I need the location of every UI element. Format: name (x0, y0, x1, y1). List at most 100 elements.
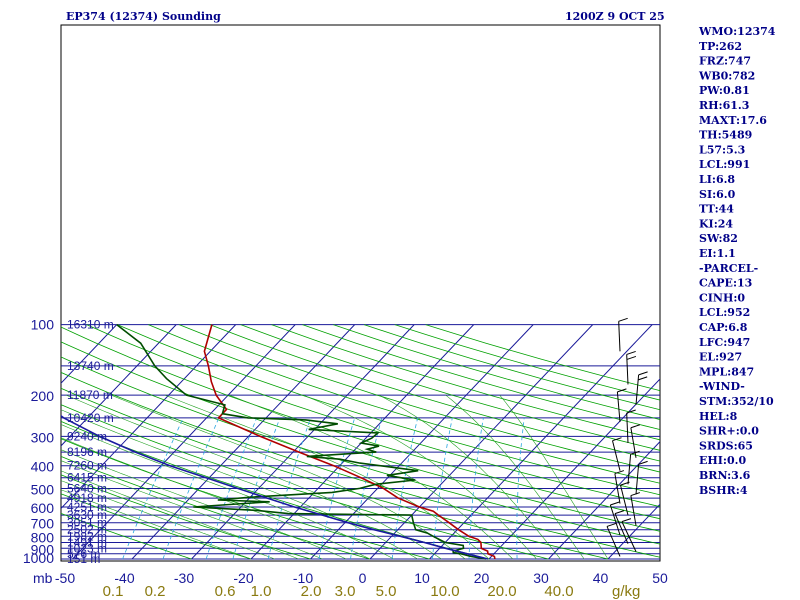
mixing-ratio-line-1 (267, 417, 311, 560)
pressure-label: 300 (31, 429, 55, 445)
moist-adiabat-8 (61, 409, 418, 560)
index-item: SRDS:65 (699, 439, 753, 452)
dry-adiabat-100 (117, 324, 660, 496)
index-item: L57:5.3 (699, 143, 745, 156)
wind-barb-flag-580-0 (614, 470, 625, 475)
isotherm--50 (72, 324, 296, 560)
temperature-tick: 10 (414, 570, 430, 586)
mixing-ratio-line-0.2 (162, 417, 220, 560)
dewpoint-trace (116, 323, 487, 560)
height-label: 6415 m (67, 471, 107, 485)
height-label: 4918 m (67, 491, 107, 505)
mixing-ratio-tick: 5.0 (376, 583, 397, 600)
temperature-tick: -50 (55, 570, 75, 586)
height-label: 5640 m (67, 481, 107, 495)
mixing-ratio-line-3 (350, 417, 383, 560)
wind-barb-130 (618, 321, 621, 352)
index-item: STM:352/10 (699, 395, 774, 408)
dry-adiabat-110 (148, 324, 660, 484)
index-item: LFC:947 (699, 336, 750, 349)
height-label: 7260 m (67, 459, 107, 473)
index-item: CAP:6.8 (699, 321, 748, 334)
wind-barb-flag-530-0 (638, 460, 648, 465)
moist-adiabat-4 (61, 424, 394, 560)
dry-adiabat-80 (61, 326, 660, 520)
index-item: RH:61.3 (699, 99, 749, 112)
index-item: EI:1.1 (699, 247, 736, 260)
pressure-label: 1000 (23, 550, 54, 566)
wind-barb-flag-720-0 (630, 492, 641, 497)
temperature-tick: -40 (114, 570, 134, 586)
mixing-ratio-line-5 (391, 417, 419, 560)
isotherm--60 (61, 324, 237, 510)
wind-barb-flag-860-0 (614, 510, 625, 515)
wind-barb-flag-180-0 (626, 350, 636, 355)
isotherm--10 (310, 324, 534, 560)
wind-barb-flag-480-0 (630, 450, 640, 455)
wind-barb-flag-650-0 (620, 481, 630, 486)
index-item: EHI:0.0 (699, 454, 746, 467)
height-label: 1023 m (67, 541, 107, 555)
index-item: PW:0.81 (699, 84, 750, 97)
pressure-label: 500 (31, 481, 55, 497)
isotherm--70 (61, 324, 177, 447)
chart-time: 1200Z 9 OCT 25 (565, 10, 665, 23)
wind-barb-flag-220-1 (638, 376, 648, 381)
index-item: EL:927 (699, 351, 742, 364)
wind-barb-flag-975-0 (606, 522, 617, 527)
wind-barb-flag-260-0 (617, 388, 627, 393)
index-item: WMO:12374 (698, 25, 776, 38)
wind-barb-480 (627, 454, 632, 485)
height-label: 13740 m (67, 359, 114, 373)
chart-title: EP374 (12374) Sounding (66, 10, 221, 23)
wind-barb-720 (630, 495, 637, 526)
index-item: LI:6.8 (699, 173, 735, 186)
index-item: KI:24 (699, 217, 733, 230)
pressure-label: 200 (31, 388, 55, 404)
wind-barb-790 (609, 504, 621, 536)
mixing-ratio-tick: 0.2 (145, 583, 166, 600)
temperature-tick: -20 (233, 570, 253, 586)
moist-adiabat-16 (111, 394, 466, 560)
moist-adiabat-40 (499, 395, 609, 560)
index-item: HEL:8 (699, 410, 738, 423)
temperature-tick: 20 (474, 570, 490, 586)
height-label: 10420 m (67, 411, 114, 425)
wind-barbs (606, 317, 648, 557)
index-item: FRZ:747 (699, 55, 751, 68)
wind-barb-580 (614, 473, 621, 504)
height-label: 16310 m (67, 318, 114, 332)
dry-adiabat--30 (61, 512, 192, 560)
wind-barb-975 (606, 526, 621, 557)
height-label: 151 m (67, 552, 100, 566)
temperature-tick: 50 (652, 570, 668, 586)
temperature-tick: 0 (359, 570, 367, 586)
parcel-trace (61, 414, 488, 560)
height-label: 9240 m (67, 429, 107, 443)
dry-adiabat-10 (61, 438, 430, 560)
dry-adiabat-60 (61, 356, 660, 545)
pressure-label: 900 (31, 541, 55, 557)
mixing-ratio-tick: 3.0 (335, 583, 356, 600)
plot-area (60, 24, 661, 562)
mixing-ratio-tick: 1.0 (251, 583, 272, 600)
dry-adiabat-170 (333, 324, 660, 420)
moist-adiabat--8 (61, 460, 323, 560)
mixing-ratio-unit: g/kg (612, 583, 640, 600)
height-label: 3630 m (67, 508, 107, 522)
dry-adiabat-130 (209, 324, 660, 462)
moist-adiabat-24 (229, 394, 514, 560)
pressure-label: 400 (31, 459, 55, 475)
dry-adiabat-160 (302, 324, 660, 430)
temperature-tick: -10 (293, 570, 313, 586)
wind-barb-320 (626, 412, 629, 444)
index-item: SHR+:0.0 (699, 425, 759, 438)
isotherm--80 (61, 324, 118, 384)
mixing-ratio-tick: 0.6 (215, 583, 236, 600)
index-item: TP:262 (699, 40, 742, 53)
index-item: MPL:847 (699, 365, 754, 378)
moist-adiabat-28 (303, 394, 537, 560)
pressure-label: 100 (31, 317, 55, 333)
dry-adiabat-150 (271, 324, 660, 441)
